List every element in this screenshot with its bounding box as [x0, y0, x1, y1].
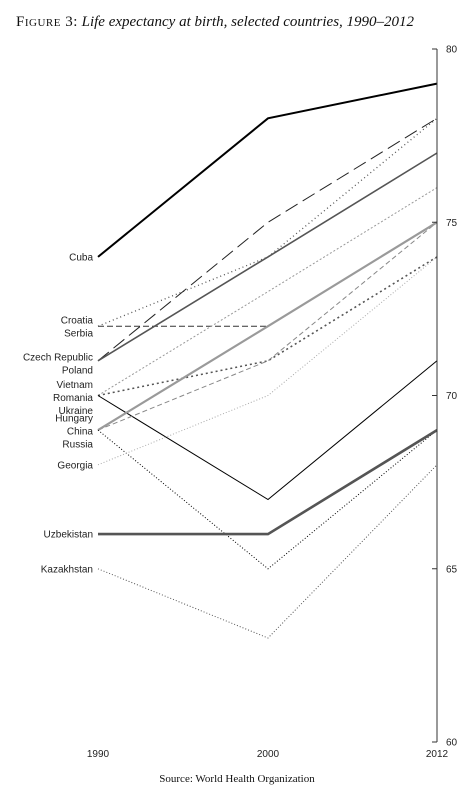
series-line-georgia [97, 256, 438, 466]
country-label-romania: Romania [53, 393, 93, 404]
y-tick-label: 65 [446, 564, 458, 575]
x-tick-label: 1990 [87, 749, 110, 760]
y-tick-label: 70 [446, 391, 458, 402]
y-tick-label: 75 [446, 218, 458, 229]
series-line-czech-republic [97, 117, 438, 362]
x-tick-label: 2000 [257, 749, 280, 760]
country-label-vietnam: Vietnam [56, 380, 93, 391]
series-line-croatia [97, 117, 438, 327]
series-line-ukraine [97, 360, 438, 501]
country-labels: Cuba Croatia Serbia Czech Republic Poland Vie… [23, 252, 93, 575]
x-tick-label: 2012 [426, 749, 449, 760]
series-line-russia [97, 429, 438, 570]
series-line-kazakhstan [97, 464, 438, 639]
country-label-georgia: Georgia [57, 460, 93, 471]
country-label-hungary: Hungary [55, 414, 93, 425]
series-line-hungary [97, 221, 438, 431]
source-note: Source: World Health Organization [159, 773, 315, 785]
series-line-poland [97, 152, 438, 362]
country-label-russia: Russia [62, 440, 93, 451]
country-label-cuba: Cuba [69, 252, 93, 263]
country-label-china: China [67, 427, 94, 438]
series-line-romania [97, 256, 438, 397]
country-label-ukraine: Ukraine [59, 406, 94, 417]
series-line-china [97, 221, 438, 432]
figure-label: Figure 3: [16, 14, 78, 30]
figure-title: Figure 3: Life expectancy at birth, sele… [16, 14, 414, 31]
country-label-uzbekistan: Uzbekistan [44, 530, 93, 541]
figure-subtitle: Life expectancy at birth, selected count… [81, 14, 415, 30]
series-line-serbia [98, 221, 438, 327]
series-lines [97, 82, 438, 639]
country-label-croatia: Croatia [61, 316, 94, 327]
country-label-czech-republic: Czech Republic [23, 352, 93, 363]
country-label-poland: Poland [62, 365, 93, 376]
series-line-vietnam [97, 187, 438, 396]
x-axis-ticks: 1990 2000 2012 [87, 749, 449, 760]
series-line-cuba [97, 82, 438, 258]
y-tick-label: 80 [446, 45, 458, 56]
y-axis-ticks: 60 65 70 75 80 [432, 45, 458, 749]
series-line-uzbekistan [98, 428, 438, 536]
country-label-serbia: Serbia [64, 329, 93, 340]
country-label-kazakhstan: Kazakhstan [41, 564, 93, 575]
y-tick-label: 60 [446, 738, 458, 749]
